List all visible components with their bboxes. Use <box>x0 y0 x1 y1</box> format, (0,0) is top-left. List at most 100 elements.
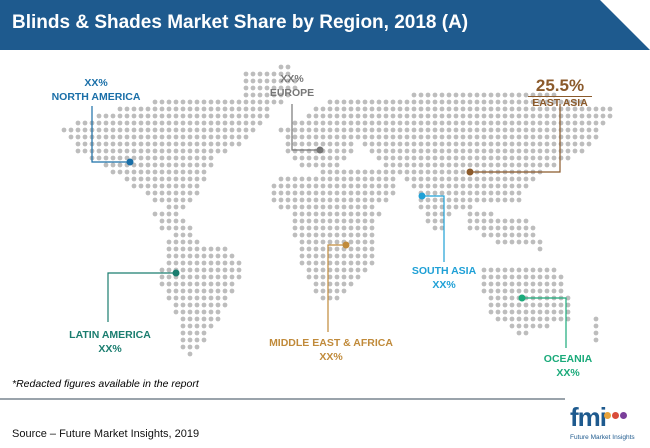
map-dot <box>495 225 501 231</box>
map-dot <box>243 71 249 77</box>
map-dot <box>103 127 109 133</box>
middle-east-africa-name: MIDDLE EAST & AFRICA <box>269 337 393 349</box>
map-dot <box>159 274 165 280</box>
map-dot <box>544 134 550 140</box>
map-dot <box>187 330 193 336</box>
map-dot <box>250 120 256 126</box>
map-dot <box>523 183 529 189</box>
map-dot <box>327 99 333 105</box>
label-latin-america: LATIN AMERICA XX% <box>52 328 168 356</box>
map-dot <box>383 176 389 182</box>
map-dot <box>250 106 256 112</box>
map-dot <box>558 302 564 308</box>
map-dot <box>96 127 102 133</box>
map-dot <box>509 197 515 203</box>
map-dot <box>551 162 557 168</box>
map-dot <box>327 141 333 147</box>
map-dot <box>362 190 368 196</box>
map-dot <box>285 197 291 203</box>
map-dot <box>481 281 487 287</box>
map-dot <box>110 155 116 161</box>
map-dot <box>180 253 186 259</box>
map-dot <box>369 204 375 210</box>
map-dot <box>313 162 319 168</box>
map-dot <box>362 197 368 203</box>
map-dot <box>537 106 543 112</box>
map-dot <box>362 141 368 147</box>
map-dot <box>516 225 522 231</box>
map-dot <box>474 127 480 133</box>
map-dot <box>453 190 459 196</box>
map-dot <box>495 120 501 126</box>
map-dot <box>355 176 361 182</box>
map-dot <box>481 127 487 133</box>
map-dot <box>523 323 529 329</box>
map-dot <box>243 78 249 84</box>
map-dot <box>376 169 382 175</box>
latin-america-name: LATIN AMERICA <box>69 329 151 341</box>
logo-icons <box>604 406 628 424</box>
map-dot <box>187 183 193 189</box>
map-dot <box>229 134 235 140</box>
map-dot <box>460 92 466 98</box>
map-dot <box>509 323 515 329</box>
map-dot <box>236 260 242 266</box>
map-dot <box>537 316 543 322</box>
map-dot <box>495 316 501 322</box>
map-dot <box>551 309 557 315</box>
east-asia-value: 25.5% <box>535 76 585 95</box>
map-dot <box>425 141 431 147</box>
map-dot <box>460 204 466 210</box>
map-dot <box>201 253 207 259</box>
map-dot <box>173 155 179 161</box>
map-dot <box>215 260 221 266</box>
map-dot <box>159 176 165 182</box>
map-dot <box>460 141 466 147</box>
map-dot <box>145 127 151 133</box>
map-dot <box>222 288 228 294</box>
map-dot <box>502 309 508 315</box>
map-dot <box>180 225 186 231</box>
map-dot <box>327 225 333 231</box>
map-dot <box>334 288 340 294</box>
map-dot <box>418 134 424 140</box>
map-dot <box>551 281 557 287</box>
map-dot <box>320 295 326 301</box>
map-dot <box>586 141 592 147</box>
map-dot <box>355 183 361 189</box>
map-dot <box>278 99 284 105</box>
map-dot <box>187 127 193 133</box>
map-dot <box>201 141 207 147</box>
map-dot <box>194 253 200 259</box>
map-dot <box>82 134 88 140</box>
map-dot <box>159 183 165 189</box>
map-dot <box>467 176 473 182</box>
map-dot <box>278 183 284 189</box>
map-dot <box>355 99 361 105</box>
map-dot <box>327 162 333 168</box>
map-dot <box>565 316 571 322</box>
map-dot <box>362 183 368 189</box>
map-dot <box>327 246 333 252</box>
map-dot <box>474 218 480 224</box>
map-dot <box>173 211 179 217</box>
map-dot <box>152 99 158 105</box>
map-dot <box>495 281 501 287</box>
map-dot <box>565 295 571 301</box>
map-dot <box>516 316 522 322</box>
map-dot <box>320 232 326 238</box>
map-dot <box>586 120 592 126</box>
map-dot <box>320 225 326 231</box>
map-dot <box>537 99 543 105</box>
map-dot <box>187 260 193 266</box>
map-dot <box>516 113 522 119</box>
map-dot <box>467 162 473 168</box>
map-dot <box>222 274 228 280</box>
map-dot <box>383 169 389 175</box>
map-dot <box>488 302 494 308</box>
map-dot <box>348 141 354 147</box>
map-dot <box>138 106 144 112</box>
map-dot <box>103 113 109 119</box>
map-dot <box>334 162 340 168</box>
map-dot <box>390 148 396 154</box>
